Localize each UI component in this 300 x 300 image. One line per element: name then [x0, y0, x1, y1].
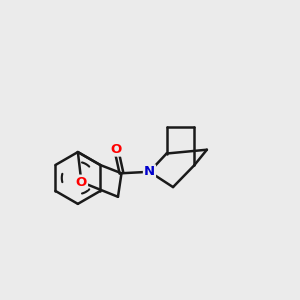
Text: N: N [144, 165, 155, 178]
Text: O: O [76, 176, 87, 189]
Text: O: O [111, 142, 122, 156]
